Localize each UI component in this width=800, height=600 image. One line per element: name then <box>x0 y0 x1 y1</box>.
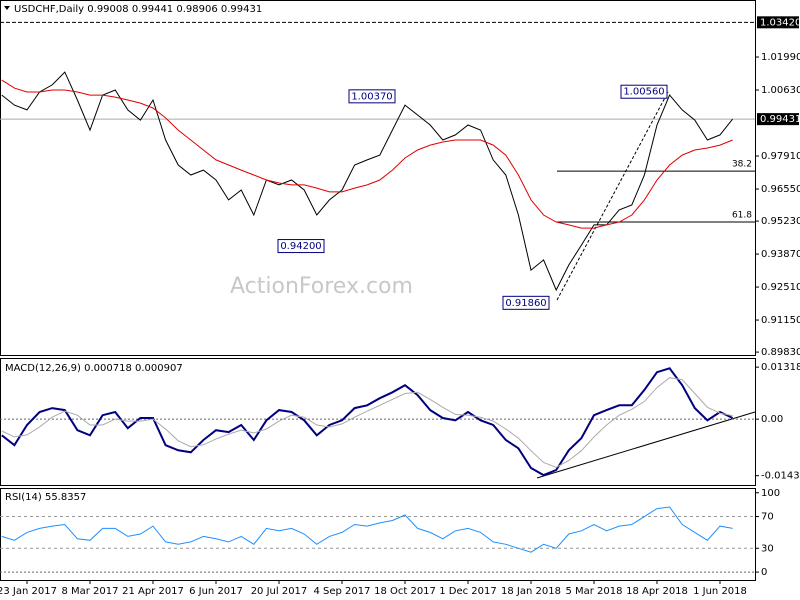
x-tick-label: 8 Mar 2017 <box>61 586 118 597</box>
rsi-frame <box>0 488 756 581</box>
y-tick-label: 0.89830 <box>761 347 800 358</box>
annotation-label: 0.91860 <box>505 298 546 309</box>
series-line <box>1 377 733 468</box>
y-tick-label: 0.95230 <box>761 216 800 227</box>
price-title: USDCHF,Daily 0.99008 0.99441 0.98906 0.9… <box>14 4 262 15</box>
x-tick-label: 18 Apr 2018 <box>626 586 688 597</box>
y-tick-label: 0.96550 <box>761 184 800 195</box>
x-tick-label: 18 Oct 2017 <box>374 586 436 597</box>
level-box <box>757 16 799 29</box>
annotation-box <box>348 89 396 104</box>
x-tick-label: 1 Jun 2018 <box>693 586 747 597</box>
annotation-label: 0.94200 <box>280 241 321 252</box>
y-tick-label: 0.97910 <box>761 151 800 162</box>
series-line <box>1 79 733 229</box>
last-price-box <box>757 113 799 126</box>
level-label: 1.03420 <box>760 17 800 28</box>
series-line <box>1 506 733 553</box>
y-tick-label: 30 <box>761 543 774 554</box>
x-tick-label: 1 Dec 2017 <box>439 586 497 597</box>
x-tick-label: 4 Sep 2017 <box>313 586 370 597</box>
panel-frames <box>0 0 756 581</box>
watermark: ActionForex.com <box>230 274 413 299</box>
menu-icon <box>4 6 10 10</box>
y-tick-label: -0.014339 <box>761 471 800 482</box>
x-tick-label: 21 Apr 2017 <box>122 586 184 597</box>
y-tick-label: 100 <box>761 488 780 499</box>
macd-title: MACD(12,26,9) 0.000718 0.000907 <box>5 363 183 374</box>
series-line <box>1 71 733 292</box>
macd-frame <box>0 358 756 486</box>
last-price-label: 0.99431 <box>760 114 800 125</box>
x-tick-label: 5 Mar 2018 <box>565 586 622 597</box>
y-tick-label: 0.013184 <box>761 362 800 373</box>
y-tick-label: 1.01990 <box>761 52 800 63</box>
x-tick-label: 23 Jan 2017 <box>0 586 57 597</box>
y-tick-label: 0.93870 <box>761 249 800 260</box>
y-tick-label: 1.00630 <box>761 85 800 96</box>
x-tick-label: 20 Jul 2017 <box>251 586 308 597</box>
price-frame <box>0 0 756 356</box>
annotation-box <box>277 239 325 254</box>
annotation-label: 1.00560 <box>623 87 664 98</box>
macd-trend-line <box>536 411 756 479</box>
series-line <box>1 367 734 477</box>
y-tick-label: 0 <box>761 567 767 578</box>
fib-label: 38.2 <box>732 160 752 170</box>
y-tick-label: 70 <box>761 512 774 523</box>
annotation-box <box>502 295 550 310</box>
fib-label: 61.8 <box>732 211 752 221</box>
y-tick-label: 0.92510 <box>761 282 800 293</box>
y-tick-label: 0.91150 <box>761 315 800 326</box>
annotation-box <box>620 84 668 99</box>
x-tick-label: 18 Jan 2018 <box>501 586 561 597</box>
annotation-label: 1.00370 <box>351 91 392 102</box>
y-tick-label: 0.00 <box>761 414 783 425</box>
x-tick-label: 6 Jun 2017 <box>189 586 243 597</box>
rsi-title: RSI(14) 55.8357 <box>5 492 86 503</box>
trend-line <box>556 91 669 301</box>
